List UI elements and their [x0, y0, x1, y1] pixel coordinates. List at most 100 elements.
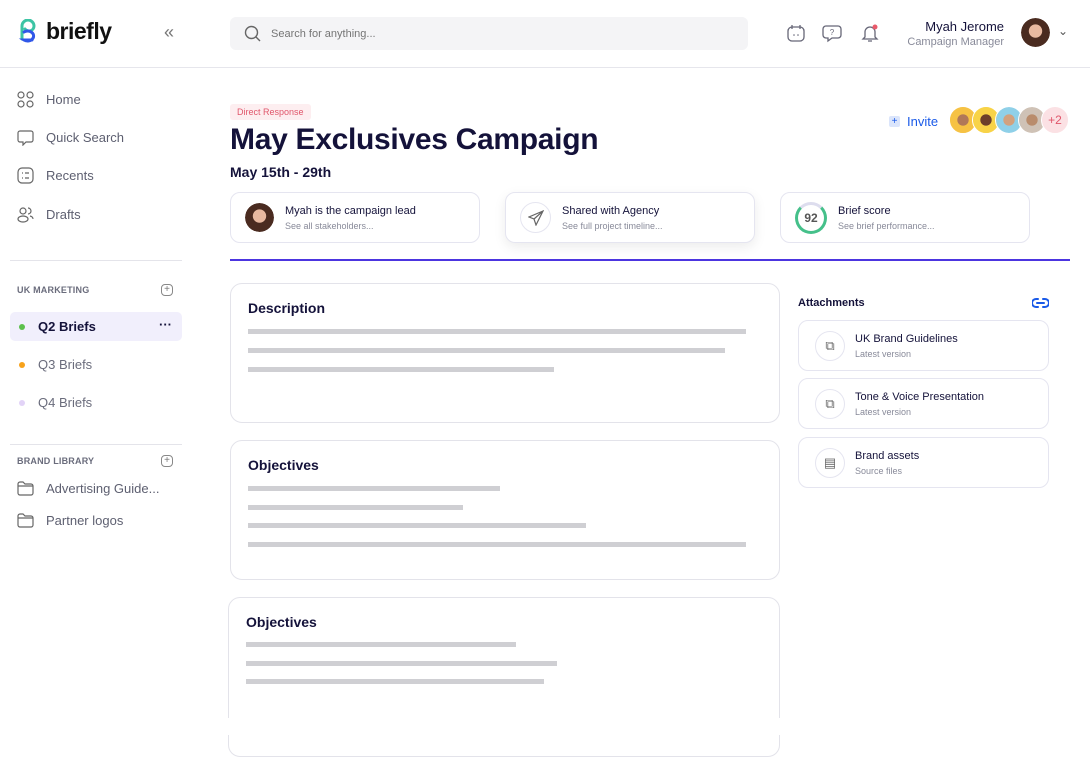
attachment-subtitle: Source files	[855, 465, 903, 476]
chevron-down-icon[interactable]: ⌄	[1058, 24, 1069, 38]
sidebar-item-drafts[interactable]: Drafts	[17, 206, 81, 223]
grid-icon	[17, 91, 34, 108]
sidebar-item-label: Home	[46, 92, 81, 107]
sidebar-item-q2-briefs[interactable]: Q2 Briefs ···	[10, 312, 182, 341]
card-subtitle[interactable]: See brief performance...	[838, 220, 935, 231]
shared-with-agency-card[interactable]: Shared with Agency See full project timel…	[505, 192, 755, 243]
svg-text:?: ?	[830, 28, 835, 37]
sidebar-item-advertising-guide[interactable]: Advertising Guide...	[17, 481, 159, 496]
chat-icon	[17, 130, 34, 146]
invite-label: Invite	[907, 114, 939, 129]
attachments-title: Attachments	[798, 297, 865, 309]
list-icon	[17, 167, 34, 184]
team-avatars[interactable]: +2	[949, 106, 1069, 134]
section-title: Description	[248, 300, 326, 316]
collapse-sidebar-button[interactable]: «	[164, 22, 175, 42]
card-title: Myah is the campaign lead	[285, 204, 416, 217]
logo[interactable]: briefly	[18, 18, 112, 45]
lead-avatar	[245, 203, 274, 232]
add-brand-library-icon[interactable]: +	[161, 455, 173, 467]
invite-button[interactable]: + Invite	[889, 114, 938, 129]
sidebar-item-label: Q2 Briefs	[38, 319, 96, 334]
placeholder-line	[246, 679, 544, 684]
viewport-edge	[0, 718, 1090, 735]
card-subtitle[interactable]: See full project timeline...	[562, 220, 663, 231]
sidebar-item-label: Q3 Briefs	[38, 357, 93, 372]
add-uk-marketing-icon[interactable]: +	[161, 284, 173, 296]
users-icon	[17, 207, 34, 223]
card-title: Brief score	[838, 204, 891, 217]
placeholder-line	[248, 505, 463, 510]
folder-icon	[17, 481, 34, 496]
placeholder-line	[248, 367, 554, 372]
paper-plane-icon	[520, 202, 551, 233]
sidebar-item-home[interactable]: Home	[17, 91, 81, 108]
sidebar-item-label: Quick Search	[46, 130, 125, 145]
section-title-uk-marketing: UK MARKETING	[17, 285, 90, 295]
attachment-item[interactable]: ▤ Brand assets Source files	[798, 437, 1049, 488]
file-list-icon: ▤	[815, 447, 845, 478]
plus-icon: +	[889, 116, 900, 127]
help-icon[interactable]: ?	[821, 22, 843, 44]
search-bar[interactable]	[230, 17, 748, 50]
attachment-subtitle: Latest version	[855, 406, 912, 417]
sidebar-item-quick-search[interactable]: Quick Search	[17, 129, 124, 146]
section-title: Objectives	[248, 457, 319, 473]
divider	[10, 260, 182, 261]
status-dot	[19, 399, 25, 406]
card-subtitle[interactable]: See all stakeholders...	[285, 220, 374, 231]
placeholder-line	[248, 348, 725, 353]
user-role: Campaign Manager	[907, 36, 1004, 48]
extra-members-count: +2	[1041, 106, 1069, 134]
page-title: May Exclusives Campaign	[230, 123, 599, 156]
attachment-title: Brand assets	[855, 449, 920, 462]
sidebar-item-label: Advertising Guide...	[46, 481, 160, 496]
placeholder-line	[248, 329, 746, 334]
user-name: Myah Jerome	[925, 19, 1004, 34]
placeholder-line	[246, 642, 516, 647]
search-input[interactable]	[271, 27, 671, 40]
member-avatar	[972, 106, 1000, 134]
attachment-item[interactable]: ⧉ UK Brand Guidelines Latest version	[798, 320, 1049, 371]
sidebar-item-q3-briefs[interactable]: Q3 Briefs	[10, 350, 182, 379]
placeholder-line	[248, 486, 500, 491]
placeholder-line	[246, 661, 557, 666]
status-dot	[19, 323, 25, 330]
score-gauge: 92	[795, 201, 827, 234]
placeholder-line	[248, 542, 746, 547]
notification-bell-icon[interactable]	[859, 22, 881, 44]
more-options-icon[interactable]: ···	[159, 317, 172, 332]
section-title-brand-library: BRAND LIBRARY	[17, 456, 95, 466]
status-dot	[19, 361, 25, 368]
section-title: Objectives	[246, 614, 317, 630]
section-divider	[230, 259, 1070, 261]
top-header: briefly « ? Myah Jerome Campaign Manager…	[0, 0, 1090, 68]
divider	[10, 444, 182, 445]
sidebar-item-q4-briefs[interactable]: Q4 Briefs	[10, 388, 182, 417]
campaign-lead-card[interactable]: Myah is the campaign lead See all stakeho…	[230, 192, 480, 243]
attachment-title: Tone & Voice Presentation	[855, 390, 985, 403]
campaign-dates: May 15th - 29th	[230, 164, 332, 180]
card-title: Shared with Agency	[562, 204, 660, 217]
campaign-type-tag: Direct Response	[230, 104, 311, 120]
calendar-icon[interactable]	[785, 22, 807, 44]
sidebar-item-label: Recents	[46, 168, 94, 183]
brief-score-card[interactable]: 92 Brief score See brief performance...	[780, 192, 1030, 243]
sidebar-item-label: Partner logos	[46, 513, 124, 528]
attachment-subtitle: Latest version	[855, 348, 912, 359]
folder-icon	[17, 513, 34, 528]
sidebar-item-partner-logos[interactable]: Partner logos	[17, 513, 123, 528]
sidebar-item-recents[interactable]: Recents	[17, 167, 94, 184]
app-name: briefly	[46, 18, 112, 44]
search-icon	[244, 25, 261, 42]
link-icon[interactable]	[1032, 296, 1049, 310]
placeholder-line	[248, 523, 586, 528]
attachment-title: UK Brand Guidelines	[855, 332, 958, 345]
sidebar-item-label: Q4 Briefs	[38, 395, 93, 410]
attachment-item[interactable]: ⧉ Tone & Voice Presentation Latest versio…	[798, 378, 1049, 429]
description-card: Description	[230, 283, 780, 423]
member-avatar	[1018, 106, 1046, 134]
user-avatar[interactable]	[1021, 18, 1050, 47]
documents-icon: ⧉	[815, 388, 845, 419]
briefly-logo-icon	[18, 18, 36, 42]
